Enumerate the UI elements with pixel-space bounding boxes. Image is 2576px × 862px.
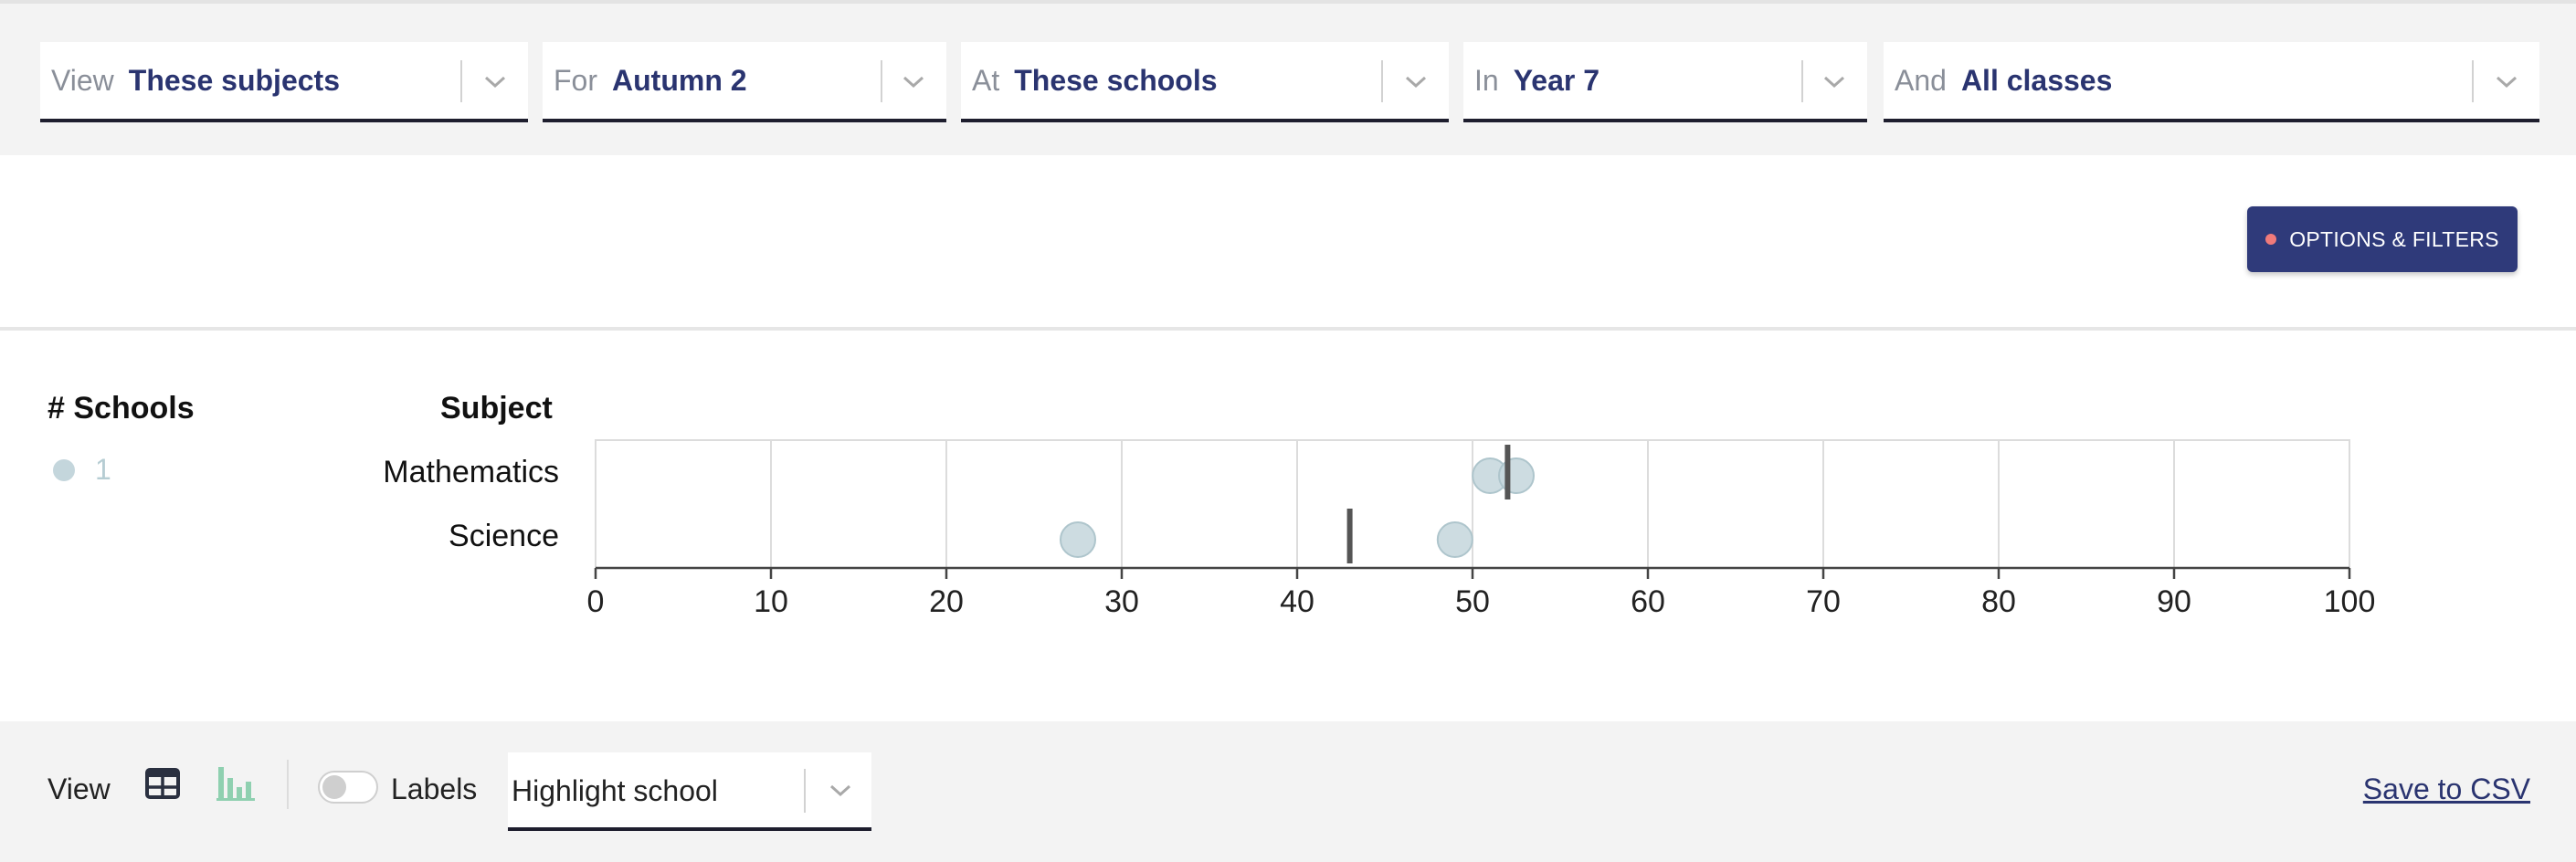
data-point (1498, 457, 1535, 494)
chevron-down-icon[interactable] (895, 64, 932, 100)
chart-view-icon[interactable] (216, 762, 256, 802)
schools-column-header: # Schools (48, 391, 195, 426)
highlight-school-value: Highlight school (512, 774, 718, 807)
filter-schools[interactable]: At These schools (961, 42, 1449, 122)
x-tick-label: 50 (1455, 584, 1490, 619)
legend-count: 1 (95, 453, 111, 486)
filter-separator (2472, 60, 2474, 102)
filter-value: Autumn 2 (612, 63, 747, 97)
filter-classes[interactable]: And All classes (1884, 42, 2539, 122)
filter-view-subjects[interactable]: View These subjects (40, 42, 528, 122)
filter-prefix: In (1474, 63, 1499, 97)
filter-value: Year 7 (1513, 63, 1599, 97)
x-tick-label: 90 (2157, 584, 2191, 619)
data-point (1436, 521, 1473, 558)
legend-item: 1 (53, 453, 111, 487)
dot-plot-chart: 0 10 20 30 40 50 60 70 80 90 100 (587, 439, 2376, 619)
filter-value: These subjects (128, 63, 340, 97)
chevron-down-icon[interactable] (477, 64, 513, 100)
filter-value: All classes (1960, 63, 2113, 97)
filter-separator (1381, 60, 1383, 102)
x-tick-label: 70 (1806, 584, 1841, 619)
filter-prefix: View (51, 63, 114, 97)
filter-separator (1801, 60, 1803, 102)
chevron-down-icon[interactable] (1816, 64, 1853, 100)
filter-bar: View These subjects For Autumn 2 At Thes… (0, 0, 2576, 155)
active-filter-indicator (2265, 234, 2277, 245)
x-tick-label: 60 (1631, 584, 1665, 619)
x-tick-label: 10 (754, 584, 788, 619)
row-label-science: Science (449, 519, 559, 553)
options-filters-label: OPTIONS & FILTERS (2289, 226, 2499, 251)
filter-prefix: At (972, 63, 1000, 97)
chevron-down-icon[interactable] (2488, 64, 2525, 100)
save-to-csv-link[interactable]: Save to CSV (2362, 773, 2530, 805)
row-label-mathematics: Mathematics (383, 455, 559, 489)
toggle-knob (322, 775, 346, 799)
options-row: OPTIONS & FILTERS (0, 155, 2576, 331)
toolbar-divider (287, 760, 289, 809)
filter-term[interactable]: For Autumn 2 (543, 42, 946, 122)
x-tick-label: 100 (2324, 584, 2376, 619)
highlight-school-select[interactable]: Highlight school (508, 752, 871, 831)
filter-separator (460, 60, 462, 102)
x-tick-label: 20 (929, 584, 964, 619)
filter-prefix: And (1895, 63, 1947, 97)
chevron-down-icon[interactable] (1398, 64, 1434, 100)
legend-dot (53, 458, 75, 481)
subject-column-header: Subject (440, 391, 553, 426)
labels-toggle-label: Labels (391, 773, 478, 805)
chart-area: # Schools Subject 1 Mathematics Science … (0, 334, 2576, 721)
view-label: View (48, 773, 111, 805)
x-tick-label: 30 (1104, 584, 1139, 619)
select-separator (804, 769, 806, 813)
options-filters-button[interactable]: OPTIONS & FILTERS (2247, 206, 2518, 272)
x-tick-label: 40 (1280, 584, 1314, 619)
data-point (1060, 521, 1096, 558)
filter-value: These schools (1014, 63, 1218, 97)
filter-separator (881, 60, 882, 102)
filter-prefix: For (554, 63, 597, 97)
x-tick-label: 80 (1981, 584, 2016, 619)
chevron-down-icon[interactable] (822, 773, 859, 809)
x-tick-label: 0 (587, 584, 605, 619)
filter-year[interactable]: In Year 7 (1463, 42, 1867, 122)
bottom-toolbar: View Labels Highlight school Save to CSV (0, 721, 2576, 862)
labels-toggle[interactable] (318, 771, 378, 804)
table-view-icon[interactable] (144, 765, 181, 802)
